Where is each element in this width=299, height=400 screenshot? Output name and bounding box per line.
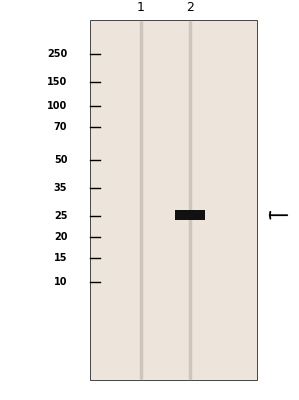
Text: 1: 1 bbox=[137, 1, 144, 14]
Bar bbox=[175, 210, 205, 220]
Text: 10: 10 bbox=[54, 277, 67, 287]
Bar bbox=[90, 20, 257, 380]
Text: 250: 250 bbox=[47, 49, 67, 59]
Text: 100: 100 bbox=[47, 101, 67, 111]
Text: 35: 35 bbox=[54, 183, 67, 193]
Text: 2: 2 bbox=[186, 1, 194, 14]
Text: 70: 70 bbox=[54, 122, 67, 132]
Text: 20: 20 bbox=[54, 232, 67, 242]
Text: 25: 25 bbox=[54, 211, 67, 221]
Text: 50: 50 bbox=[54, 155, 67, 165]
Text: 15: 15 bbox=[54, 253, 67, 263]
Text: 150: 150 bbox=[47, 77, 67, 87]
